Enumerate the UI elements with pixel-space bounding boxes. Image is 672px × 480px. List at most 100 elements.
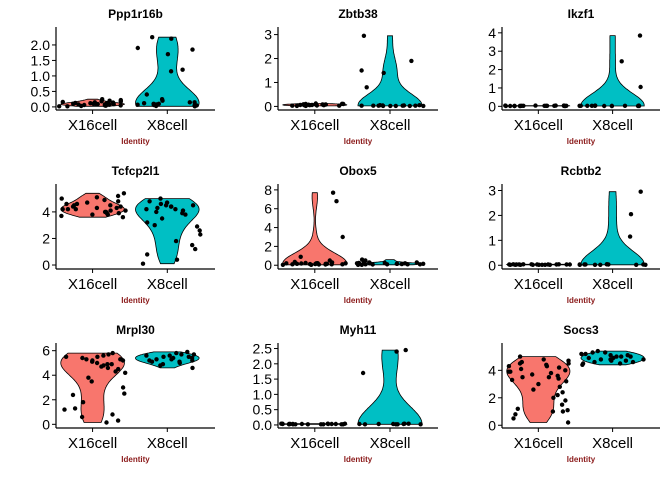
- data-point: [190, 242, 195, 248]
- data-point: [169, 36, 174, 41]
- data-point: [598, 357, 604, 362]
- data-point: [108, 203, 113, 208]
- data-point: [63, 354, 69, 359]
- data-point: [563, 103, 568, 109]
- y-tick-label: 4: [42, 204, 50, 220]
- data-point: [585, 103, 590, 109]
- data-point: [84, 357, 89, 362]
- data-point: [73, 207, 79, 212]
- data-point: [110, 412, 115, 417]
- data-point: [324, 261, 330, 266]
- data-point: [165, 52, 171, 57]
- y-tick-label: 2: [488, 390, 496, 406]
- data-point: [637, 33, 643, 38]
- data-point: [628, 212, 634, 217]
- data-point: [563, 398, 568, 403]
- data-point: [326, 421, 331, 427]
- violin-x8cell: [135, 36, 200, 107]
- data-point: [174, 350, 179, 356]
- data-point: [95, 354, 100, 359]
- data-point: [173, 238, 179, 244]
- data-point: [144, 353, 149, 358]
- data-point: [550, 409, 556, 414]
- data-point: [190, 47, 195, 52]
- y-tick-label: 2: [264, 238, 272, 254]
- data-point: [557, 384, 562, 389]
- data-point: [186, 354, 191, 359]
- data-point: [565, 408, 570, 413]
- panel-title: Myh11: [340, 323, 377, 337]
- data-point: [94, 360, 100, 366]
- data-point: [118, 357, 123, 362]
- y-tick-label: 0: [42, 416, 50, 432]
- panel-tcfcp2l1: Tcfcp2l1 0 2 4 X16cell X8cell Identity: [42, 164, 215, 305]
- data-point: [401, 421, 406, 427]
- data-point: [305, 422, 311, 427]
- y-tick-label: 6: [42, 343, 50, 359]
- data-point: [147, 358, 152, 363]
- x-tick-label: X8cell: [592, 435, 633, 452]
- y-tick-label: 1.5: [253, 371, 273, 387]
- data-point: [103, 102, 108, 108]
- data-point: [284, 261, 289, 266]
- panel-title: Socs3: [563, 323, 599, 337]
- y-tick-label: 2: [488, 62, 496, 78]
- data-point: [82, 102, 87, 108]
- data-point: [118, 204, 123, 209]
- data-point: [394, 261, 400, 266]
- data-point: [359, 103, 364, 108]
- data-point: [583, 351, 588, 357]
- data-point: [530, 372, 535, 377]
- data-point: [556, 262, 561, 267]
- y-tick-label: 0.0: [253, 417, 273, 433]
- data-point: [361, 33, 367, 38]
- data-point: [376, 103, 381, 108]
- data-point: [179, 352, 184, 357]
- data-point: [531, 387, 536, 392]
- data-point: [592, 103, 598, 109]
- data-point: [158, 196, 163, 201]
- data-point: [359, 68, 364, 73]
- data-point: [534, 262, 540, 267]
- data-point: [530, 262, 535, 267]
- x-axis-label: Identity: [121, 137, 150, 146]
- violin-x8cell: [357, 35, 423, 107]
- data-point: [173, 207, 178, 212]
- data-point: [135, 45, 140, 51]
- data-point: [360, 370, 366, 376]
- panel-mrpl30: Mrpl30 0 2 4 6 X16cell X8cell Identity: [42, 323, 215, 464]
- y-tick-label: 2.0: [253, 356, 273, 372]
- data-point: [511, 416, 516, 421]
- data-point: [388, 103, 393, 109]
- y-tick-label: 6: [264, 201, 272, 217]
- data-point: [513, 412, 518, 417]
- data-point: [190, 358, 195, 363]
- y-tick-label: 1.0: [31, 68, 51, 84]
- data-point: [121, 191, 127, 196]
- data-point: [100, 97, 105, 102]
- data-point: [286, 421, 292, 427]
- x-tick-label: X8cell: [592, 117, 633, 134]
- data-point: [64, 201, 69, 207]
- data-point: [421, 261, 426, 266]
- data-point: [159, 97, 165, 102]
- data-point: [541, 357, 546, 362]
- data-point: [65, 104, 70, 109]
- y-tick-label: 3: [264, 27, 272, 43]
- data-point: [623, 358, 629, 363]
- data-point: [108, 208, 113, 213]
- data-point: [135, 102, 140, 107]
- data-point: [70, 392, 76, 398]
- data-point: [592, 359, 597, 365]
- data-point: [603, 350, 608, 355]
- data-point: [318, 422, 324, 427]
- data-point: [508, 262, 513, 267]
- data-point: [321, 103, 326, 108]
- panel-ikzf1: Ikzf1 0 1 2 3 4 X16cell X8cell Identity: [488, 7, 660, 146]
- data-point: [565, 420, 571, 425]
- data-point: [403, 347, 408, 353]
- data-point: [313, 102, 319, 107]
- data-point: [393, 103, 398, 109]
- data-point: [517, 354, 523, 359]
- violin-x16cell: [282, 192, 348, 266]
